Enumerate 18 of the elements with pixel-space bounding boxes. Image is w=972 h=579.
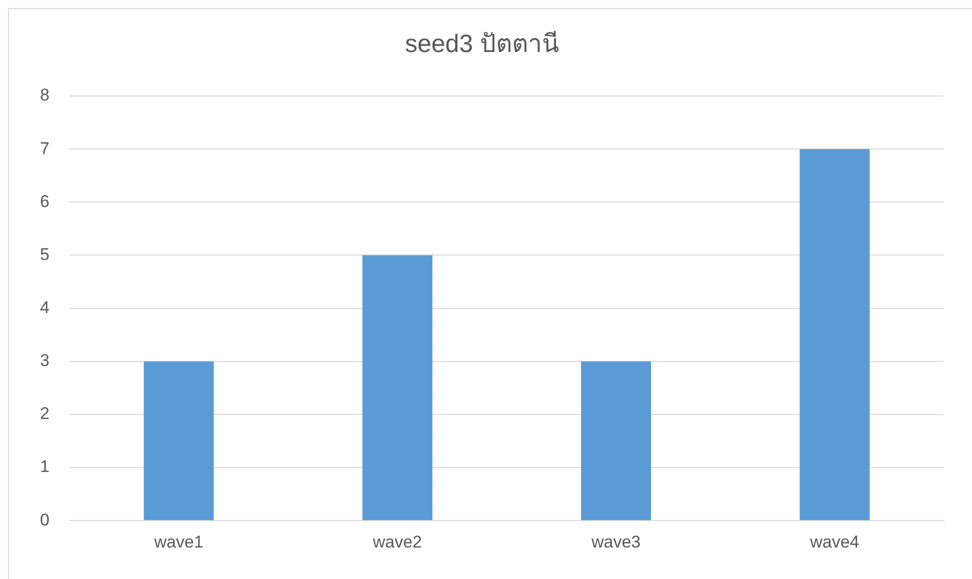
y-tick-label: 6 — [40, 192, 50, 211]
y-tick-label: 4 — [40, 298, 50, 317]
bar — [144, 361, 214, 520]
x-tick-label: wave4 — [809, 532, 860, 552]
y-tick-label: 0 — [40, 510, 50, 530]
y-tick-label: 5 — [40, 244, 50, 264]
y-tick-label: 8 — [40, 86, 50, 105]
x-tick-label: wave1 — [153, 532, 204, 552]
bar — [581, 361, 652, 520]
bar — [800, 149, 870, 520]
y-tick-label: 1 — [40, 457, 50, 476]
x-tick-label: wave2 — [372, 532, 422, 552]
x-tick-label: wave3 — [590, 532, 641, 552]
y-tick-label: 7 — [40, 138, 50, 158]
bar — [362, 255, 432, 520]
y-tick-label: 2 — [40, 404, 50, 424]
chart-title: seed3 ปัตตานี — [404, 30, 560, 58]
y-tick-label: 3 — [40, 351, 50, 370]
